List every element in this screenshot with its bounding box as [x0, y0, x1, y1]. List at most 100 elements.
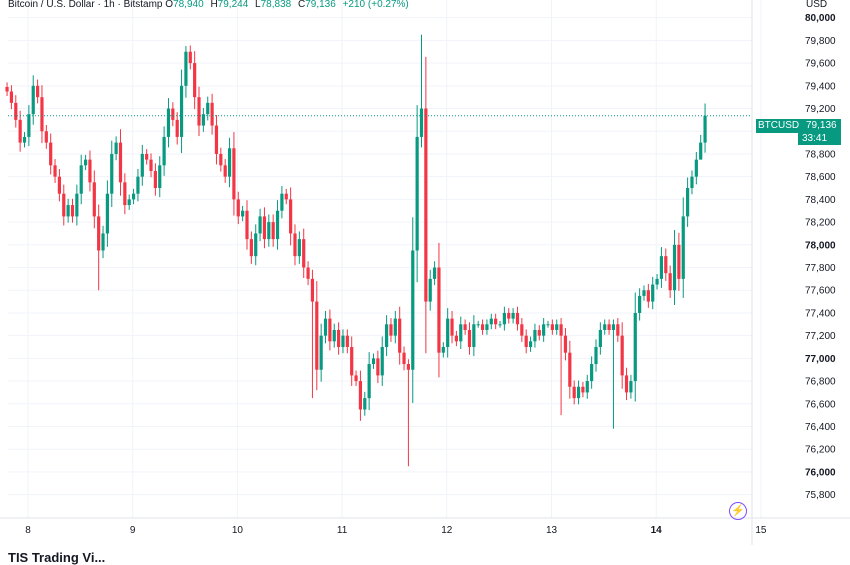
- candle-body: [585, 381, 589, 393]
- symbol-title[interactable]: Bitcoin / U.S. Dollar · 1h · Bitstamp: [8, 0, 163, 10]
- candle-body: [275, 210, 280, 240]
- x-tick-label: 9: [130, 525, 136, 536]
- candle-body: [672, 244, 677, 291]
- candle-body: [18, 119, 22, 143]
- y-tick-label: 76,400: [805, 422, 836, 433]
- candlestick-chart[interactable]: 75,800 76,000 76,200 76,400 76,600 76,800 77,0…: [0, 0, 850, 545]
- candle-body: [432, 267, 437, 279]
- candle-body: [507, 312, 511, 319]
- candle-body: [542, 324, 546, 336]
- candle-body: [31, 85, 35, 115]
- y-tick-label: 79,600: [805, 59, 836, 70]
- candle-body: [5, 86, 9, 92]
- candle-body: [524, 335, 528, 348]
- x-tick-label: 14: [651, 525, 663, 536]
- candle-body: [681, 216, 685, 279]
- candle-body: [66, 205, 70, 217]
- candle-body: [284, 193, 288, 200]
- y-tick-label: 75,800: [805, 490, 836, 501]
- y-tick-label: 78,400: [805, 195, 836, 206]
- candle-body: [598, 329, 602, 348]
- candle-body: [659, 256, 664, 279]
- lightning-icon[interactable]: ⚡: [729, 502, 747, 520]
- change-value: +210 (+0.27%): [342, 0, 409, 10]
- last-price-label: 79,136: [806, 120, 837, 131]
- candle-body: [472, 324, 476, 348]
- close-value: 79,136: [305, 0, 336, 10]
- candle-body: [184, 51, 188, 86]
- candle-body: [88, 159, 92, 183]
- candle-body: [319, 335, 323, 370]
- candle-body: [232, 148, 236, 200]
- candle-body: [371, 358, 376, 365]
- candle-body: [646, 290, 650, 302]
- candle-body: [533, 329, 537, 342]
- candle-body: [297, 239, 301, 257]
- candle-body: [694, 159, 698, 177]
- candle-body: [328, 318, 332, 342]
- candle-body: [114, 142, 118, 154]
- candle-body: [158, 165, 162, 189]
- y-tick-label: 78,800: [805, 149, 836, 160]
- y-tick-label: 76,600: [805, 399, 836, 410]
- high-value: 79,244: [217, 0, 249, 10]
- candle-body: [651, 284, 655, 302]
- y-tick-label: 79,200: [805, 104, 836, 115]
- candle-body: [419, 108, 424, 137]
- candle-body: [629, 381, 633, 393]
- footer-watermark: TIS Trading Vi...: [8, 550, 106, 565]
- candle-body: [485, 324, 489, 330]
- open-label: O: [165, 0, 174, 10]
- candle-body: [193, 63, 197, 98]
- y-tick-label: 80,000: [805, 13, 836, 24]
- candle-body: [35, 85, 40, 98]
- x-tick-label: 11: [337, 525, 348, 536]
- candle-body: [341, 335, 345, 348]
- currency-label[interactable]: USD: [806, 0, 828, 10]
- last-price-badge: BTCUSD 79,136: [756, 119, 841, 133]
- candle-body: [241, 210, 245, 217]
- y-tick-label: 78,200: [805, 218, 836, 229]
- candle-body: [345, 335, 349, 348]
- candle-body: [245, 210, 249, 240]
- low-value: 78,838: [260, 0, 292, 10]
- candle-body: [633, 312, 637, 382]
- candle-body: [616, 324, 620, 336]
- candle-body: [271, 222, 275, 240]
- candle-body: [624, 375, 629, 393]
- candle-body: [463, 324, 467, 330]
- candle-body: [289, 199, 293, 234]
- candle-body: [22, 136, 27, 143]
- candle-body: [411, 250, 415, 370]
- candle-body: [302, 239, 306, 268]
- candle-body: [446, 318, 450, 348]
- candle-body: [136, 176, 140, 194]
- candle-body: [559, 324, 563, 336]
- candle-body: [162, 136, 166, 166]
- candle-body: [402, 352, 406, 365]
- candle-body: [454, 335, 458, 342]
- candle-body: [467, 329, 472, 348]
- low-label: L: [255, 0, 261, 10]
- candle-body: [105, 193, 109, 234]
- candle-body: [668, 273, 672, 291]
- y-tick-label: 76,000: [805, 467, 836, 478]
- candle-body: [515, 312, 520, 325]
- candle-body: [206, 102, 210, 115]
- candle-body: [227, 148, 232, 177]
- candle-body: [655, 278, 659, 285]
- candle-body: [110, 153, 114, 194]
- candle-body: [476, 324, 480, 326]
- chart-grid: [8, 0, 762, 518]
- candle-body: [555, 324, 559, 330]
- candle-body: [175, 119, 179, 137]
- candle-body: [315, 301, 319, 370]
- candle-body: [49, 142, 53, 166]
- y-tick-label: 77,400: [805, 308, 836, 319]
- candle-body: [354, 375, 358, 382]
- candle-body: [9, 91, 14, 103]
- countdown-label: 33:41: [802, 133, 828, 144]
- candle-body: [520, 324, 524, 336]
- y-tick-label: 78,000: [805, 240, 836, 251]
- candle-body: [581, 386, 585, 393]
